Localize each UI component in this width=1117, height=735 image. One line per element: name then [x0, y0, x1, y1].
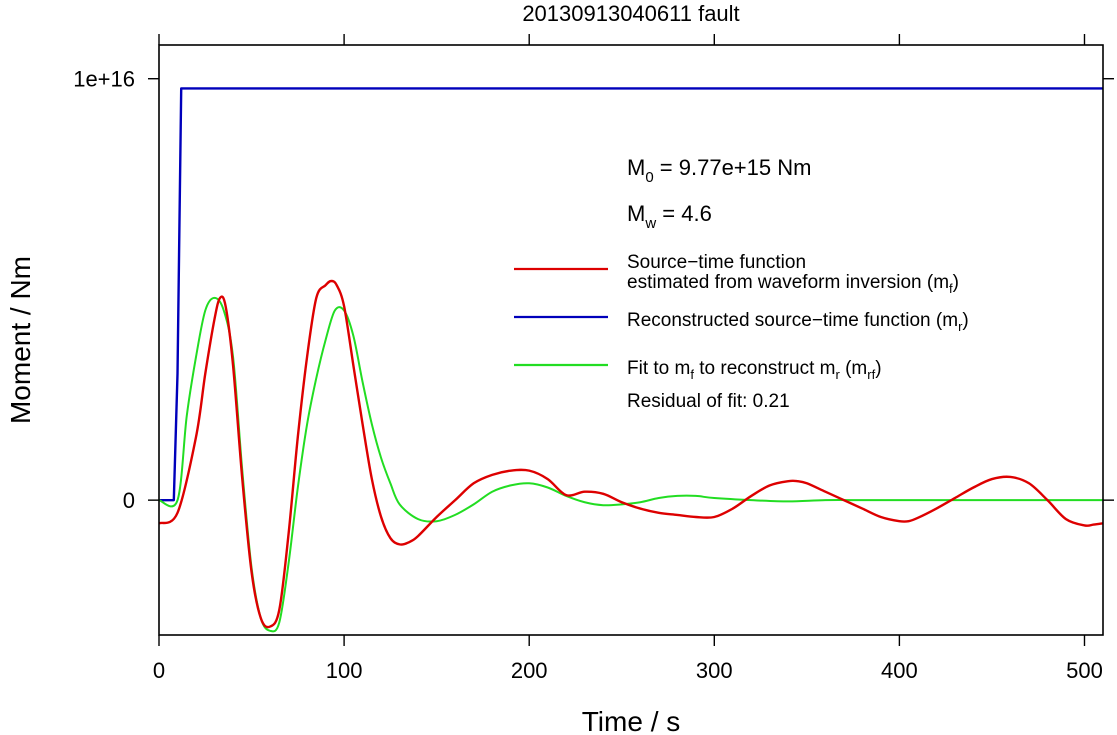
legend-mf-line1: Source−time function: [627, 252, 806, 273]
residual-annotation: Residual of fit: 0.21: [627, 391, 790, 412]
m0-main: M: [627, 155, 645, 180]
chart-title: 20130913040611 fault: [522, 1, 739, 26]
x-tick-label: 100: [326, 658, 363, 683]
y-tick-label: 1e+16: [73, 67, 135, 92]
x-tick-label: 200: [511, 658, 548, 683]
legend: Source−time function estimated from wave…: [514, 252, 969, 412]
series-layer: [158, 87, 1104, 633]
legend-mf-line2: estimated from waveform inversion (mf): [627, 272, 959, 296]
series-line-mf: [158, 279, 1104, 629]
mw-main: M: [627, 201, 645, 226]
annotations: M0 = 9.77e+15 Nm Mw = 4.6: [627, 155, 811, 232]
x-tick-label: 0: [153, 658, 165, 683]
mw-annotation: Mw = 4.6: [627, 201, 712, 232]
x-tick-label: 500: [1066, 658, 1103, 683]
y-tick-label: 0: [123, 488, 135, 513]
m0-rest: = 9.77e+15 Nm: [654, 155, 812, 180]
mw-rest: = 4.6: [656, 201, 712, 226]
mw-sub: w: [644, 215, 656, 232]
plot-frame: [158, 44, 1104, 636]
y-axis-title: Moment / Nm: [5, 256, 36, 424]
x-tick-label: 300: [696, 658, 733, 683]
x-tick-label: 400: [881, 658, 918, 683]
ticks-layer: 0 100 200 300 400 500 0 1e+16: [73, 34, 1114, 683]
series-line-mrf: [158, 296, 1103, 633]
series-line-mr: [159, 87, 1103, 502]
legend-mrf-label: Fit to mf to reconstruct mr (mrf): [627, 358, 882, 382]
legend-mr-label: Reconstructed source−time function (mr): [627, 310, 969, 334]
m0-sub: 0: [645, 169, 653, 186]
m0-annotation: M0 = 9.77e+15 Nm: [627, 155, 811, 186]
x-axis-title: Time / s: [582, 706, 681, 735]
